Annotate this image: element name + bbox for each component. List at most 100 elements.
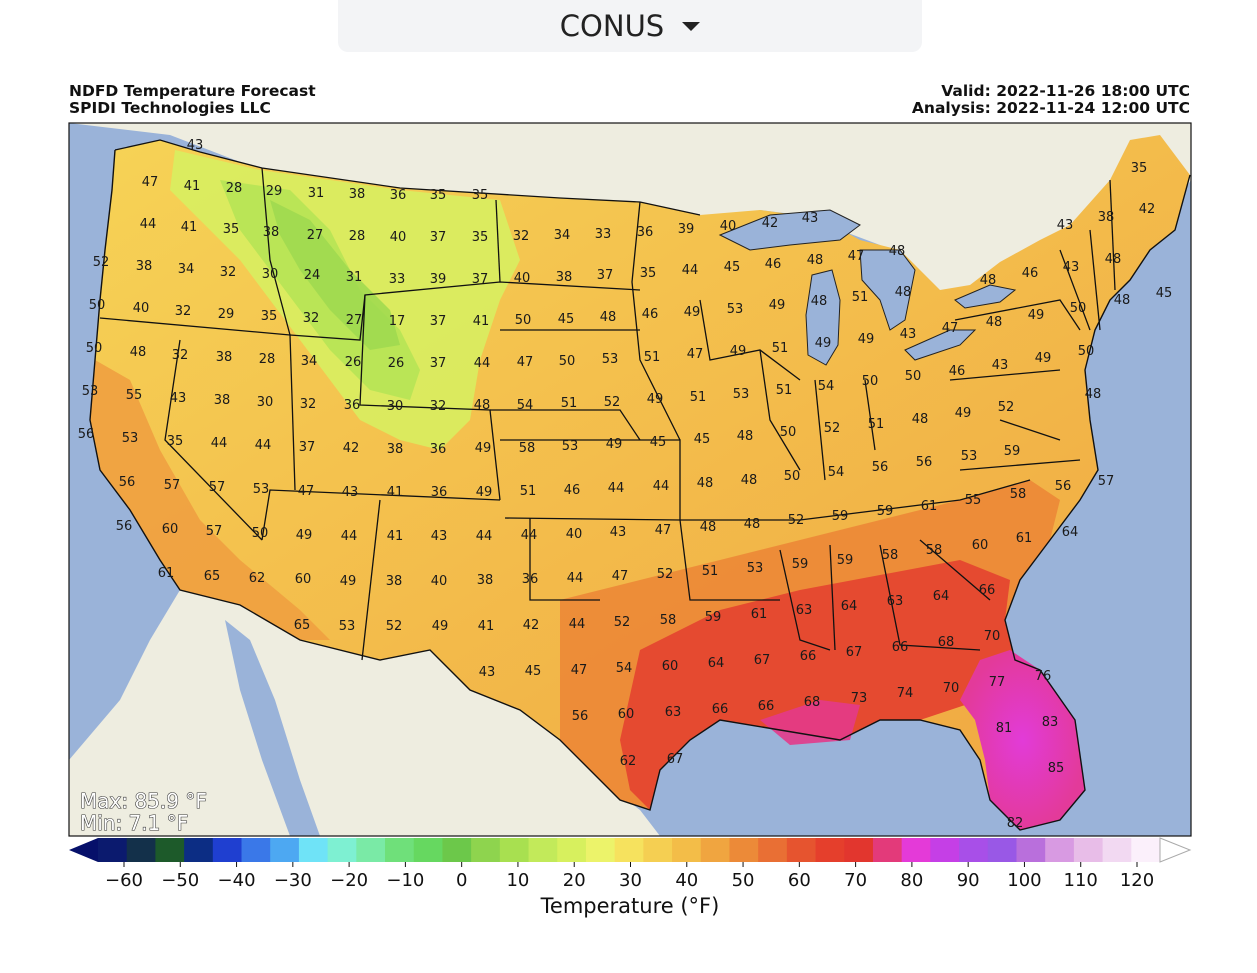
map-title-block: NDFD Temperature Forecast SPIDI Technolo… (69, 83, 316, 117)
temperature-label: 43 (992, 358, 1009, 373)
temperature-label: 54 (818, 379, 835, 394)
temperature-label: 46 (642, 307, 659, 322)
temperature-label: 64 (1062, 525, 1079, 540)
lake-erie (904, 329, 977, 361)
colorbar-segment (872, 838, 903, 862)
temperature-label: 48 (1105, 252, 1122, 267)
colorbar-segment (126, 838, 157, 862)
temperature-label: 49 (647, 392, 664, 407)
temperature-label: 56 (1055, 479, 1072, 494)
boundaries (99, 139, 1116, 661)
temperature-label: 48 (697, 476, 714, 491)
temperature-label: 49 (1035, 351, 1052, 366)
baja-gulf (225, 620, 320, 836)
temperature-label: 35 (472, 230, 489, 245)
temperature-label: 38 (136, 259, 153, 274)
temperature-label: 53 (253, 482, 270, 497)
chevron-down-icon[interactable] (682, 21, 701, 31)
lake-huron (859, 249, 916, 331)
temperature-label: 62 (620, 754, 637, 769)
temperature-label: 60 (162, 522, 179, 537)
temperature-label: 49 (296, 528, 313, 543)
temperature-label: 32 (220, 265, 237, 280)
colorbar-segment (413, 838, 444, 862)
temperature-label: 40 (431, 574, 448, 589)
temperature-label: 27 (346, 313, 363, 328)
temperature-label: 37 (430, 356, 447, 371)
map-credit: SPIDI Technologies LLC (69, 99, 271, 117)
temperature-label: 53 (747, 561, 764, 576)
colorbar-tick-label: 50 (732, 870, 755, 891)
temperature-label: 43 (802, 211, 819, 226)
temperature-label: 70 (943, 681, 960, 696)
colorbar-segment (1131, 838, 1161, 862)
temperature-label: 48 (811, 294, 828, 309)
temperature-label: 47 (848, 249, 865, 264)
temperature-label: 52 (824, 421, 841, 436)
temperature-label: 48 (130, 345, 147, 360)
temperature-label: 27 (307, 228, 324, 243)
temperature-label: 37 (299, 440, 316, 455)
temperature-label: 38 (556, 270, 573, 285)
temperature-label: 68 (938, 635, 955, 650)
temperature-label: 52 (93, 255, 110, 270)
temperature-label: 44 (474, 356, 491, 371)
temperature-label: 48 (737, 429, 754, 444)
temperature-label: 50 (252, 526, 269, 541)
temperature-label: 51 (644, 350, 661, 365)
map-title: NDFD Temperature Forecast (69, 82, 316, 100)
temperature-label: 59 (792, 557, 809, 572)
temperature-label: 32 (300, 397, 317, 412)
map-time-block: Valid: 2022-11-26 18:00 UTC Analysis: 20… (912, 83, 1190, 117)
temperature-label: 47 (142, 175, 159, 190)
colorbar-segment (815, 838, 845, 862)
temperature-label: 44 (341, 529, 358, 544)
colorbar-segment (901, 838, 931, 862)
temperature-label: 53 (122, 431, 139, 446)
colorbar-segment (643, 838, 673, 862)
colorbar-segment (844, 838, 874, 862)
temperature-label: 38 (349, 187, 366, 202)
colorbar-tick-label: −60 (105, 870, 143, 891)
temperature-label: 43 (170, 391, 187, 406)
temperature-label: 37 (597, 268, 614, 283)
temperature-label: 59 (832, 509, 849, 524)
temperature-label: 50 (559, 354, 576, 369)
temperature-label: 58 (1010, 487, 1027, 502)
temperature-label: 49 (769, 298, 786, 313)
temperature-label: 36 (390, 188, 407, 203)
temperature-label: 48 (912, 412, 929, 427)
colorbar-segment (356, 838, 386, 862)
lake-superior (718, 209, 861, 251)
temperature-label: 50 (89, 298, 106, 313)
temperature-label: 40 (514, 271, 531, 286)
temperature-label: 53 (82, 384, 99, 399)
temperature-label: 66 (800, 649, 817, 664)
temperature-label: 32 (303, 311, 320, 326)
temperature-label: 43 (431, 529, 448, 544)
temperature-label: 38 (214, 393, 231, 408)
temperature-label: 59 (837, 553, 854, 568)
temperature-label: 43 (479, 665, 496, 680)
temperature-label: 42 (762, 216, 779, 231)
temperature-label: 52 (788, 513, 805, 528)
temperature-label: 83 (1042, 715, 1059, 730)
temperature-label: 32 (172, 348, 189, 363)
temperature-label: 58 (519, 441, 536, 456)
temperature-label: 50 (1070, 301, 1087, 316)
temperature-label: 48 (1085, 387, 1102, 402)
colorbar-tick-label: 60 (788, 870, 811, 891)
temperature-label: 67 (667, 752, 684, 767)
temperature-label: 63 (887, 594, 904, 609)
temperature-label: 55 (965, 493, 982, 508)
lake-michigan (805, 269, 841, 366)
temperature-label: 49 (432, 619, 449, 634)
temperature-label: 49 (684, 305, 701, 320)
temperature-label: 44 (255, 438, 272, 453)
temperature-label: 61 (158, 566, 175, 581)
temperature-label: 66 (892, 640, 909, 655)
temperature-label: 45 (650, 435, 667, 450)
temperature-label: 39 (678, 222, 695, 237)
region-selector[interactable]: CONUS (338, 0, 922, 52)
